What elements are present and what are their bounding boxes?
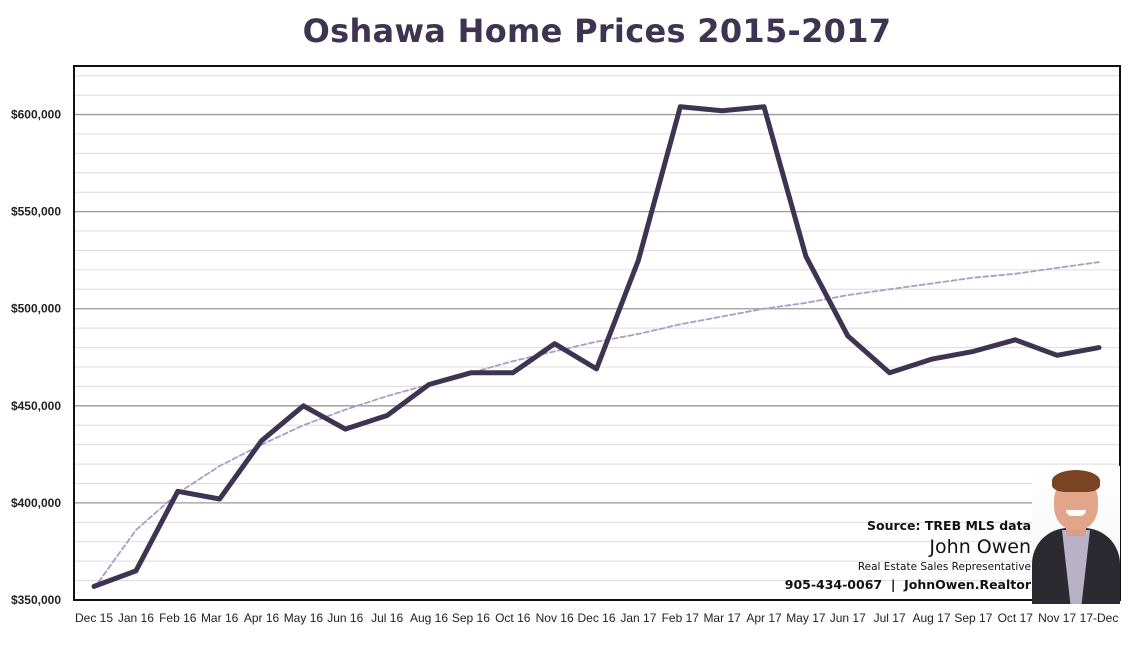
agent-name: John Owen (929, 536, 1031, 558)
x-tick-label: Jan 16 (118, 611, 154, 625)
x-tick-label: Sep 17 (954, 611, 992, 625)
x-tick-label: May 16 (284, 611, 324, 625)
x-tick-label: Apr 16 (244, 611, 280, 625)
plot-border (73, 65, 1121, 601)
source-note: Source: TREB MLS data (866, 518, 1031, 533)
series-layer (91, 104, 1102, 590)
x-tick-label: Aug 17 (912, 611, 950, 625)
contact-separator: | (886, 577, 900, 592)
agent-contact: 905-434-0067 | JohnOwen.Realtor (785, 577, 1031, 592)
y-tick-label: $550,000 (11, 205, 61, 219)
x-tick-label: Mar 17 (703, 611, 741, 625)
y-axis: $350,000 $400,000 $450,000 $500,000 $550,000… (11, 108, 61, 607)
y-tick-label: $450,000 (11, 399, 61, 413)
x-tick-label: Jun 17 (830, 611, 866, 625)
x-tick-label: Nov 16 (536, 611, 574, 625)
agent-phone: 905-434-0067 (784, 577, 883, 592)
y-tick-label: $400,000 (11, 496, 61, 510)
grid (74, 75, 1120, 582)
y-tick-label: $500,000 (11, 302, 61, 316)
x-tick-label: Feb 16 (159, 611, 197, 625)
y-tick-label: $350,000 (11, 593, 61, 607)
x-tick-label: Mar 16 (201, 611, 239, 625)
price-series-line (91, 104, 1102, 589)
credit-block: Source: TREB MLS data John Owen Real Est… (785, 518, 1031, 592)
x-axis: Dec 15 Jan 16 Feb 16 Mar 16 Apr 16 May 16 Jun … (75, 611, 1118, 625)
x-tick-label: Nov 17 (1038, 611, 1076, 625)
x-tick-label: Jul 16 (371, 611, 403, 625)
x-tick-label: Oct 17 (998, 611, 1034, 625)
x-tick-label: Oct 16 (495, 611, 531, 625)
chart-title: Oshawa Home Prices 2015-2017 (302, 12, 892, 50)
portrait-photo (1032, 466, 1120, 604)
x-tick-label: Jun 16 (327, 611, 363, 625)
x-tick-label: Apr 17 (746, 611, 782, 625)
x-tick-label: Dec 15 (75, 611, 113, 625)
x-tick-label: Jul 17 (874, 611, 906, 625)
x-tick-label: Sep 16 (452, 611, 490, 625)
x-tick-label: 17-Dec (1080, 611, 1119, 625)
y-tick-label: $600,000 (11, 108, 61, 122)
x-tick-label: May 17 (786, 611, 826, 625)
agent-role: Real Estate Sales Representative (857, 561, 1031, 573)
x-tick-label: Aug 16 (410, 611, 448, 625)
x-tick-label: Dec 16 (577, 611, 615, 625)
x-tick-label: Jan 17 (620, 611, 656, 625)
agent-website: JohnOwen.Realtor (904, 577, 1031, 592)
x-tick-label: Feb 17 (662, 611, 700, 625)
